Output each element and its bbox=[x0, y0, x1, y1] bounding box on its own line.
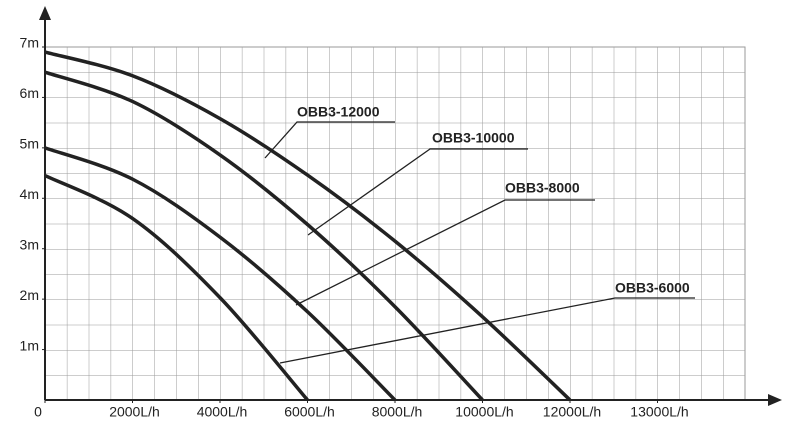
pump-curve bbox=[44, 174, 309, 402]
axes bbox=[39, 6, 782, 406]
x-tick-label: 12000L/h bbox=[543, 404, 601, 420]
x-tick-label: 10000L/h bbox=[455, 404, 513, 420]
x-arrow bbox=[768, 394, 782, 406]
leader-line bbox=[279, 297, 695, 364]
series-label: OBB3-12000 bbox=[297, 104, 380, 120]
x-tick-label: 6000L/h bbox=[284, 404, 335, 420]
pump-curve bbox=[44, 146, 397, 402]
x-tick-label: 0 bbox=[34, 404, 42, 420]
leader-line bbox=[295, 199, 595, 306]
leader-line bbox=[264, 121, 395, 159]
pump-curve bbox=[44, 70, 484, 402]
y-tick-label: 4m bbox=[20, 186, 39, 202]
y-tick-label: 1m bbox=[20, 337, 39, 353]
x-tick-label: 4000L/h bbox=[197, 404, 248, 420]
plot-grid bbox=[44, 46, 746, 401]
x-tick-label: 13000L/h bbox=[630, 404, 688, 420]
pump-curve bbox=[44, 50, 572, 402]
series-label: OBB3-6000 bbox=[615, 280, 690, 296]
annotations: OBB3-12000 OBB3-10000 OBB3-8000 OBB3-600… bbox=[264, 104, 695, 364]
y-tick-label: 7m bbox=[20, 35, 39, 51]
y-tick-label: 3m bbox=[20, 236, 39, 252]
y-tick-label: 2m bbox=[20, 287, 39, 303]
y-tick-label: 5m bbox=[20, 136, 39, 152]
y-tick-label: 6m bbox=[20, 85, 39, 101]
x-tick-label: 8000L/h bbox=[372, 404, 423, 420]
x-tick-label: 2000L/h bbox=[109, 404, 160, 420]
y-arrow bbox=[39, 6, 51, 20]
series-label: OBB3-10000 bbox=[432, 130, 515, 146]
series-label: OBB3-8000 bbox=[505, 180, 580, 196]
